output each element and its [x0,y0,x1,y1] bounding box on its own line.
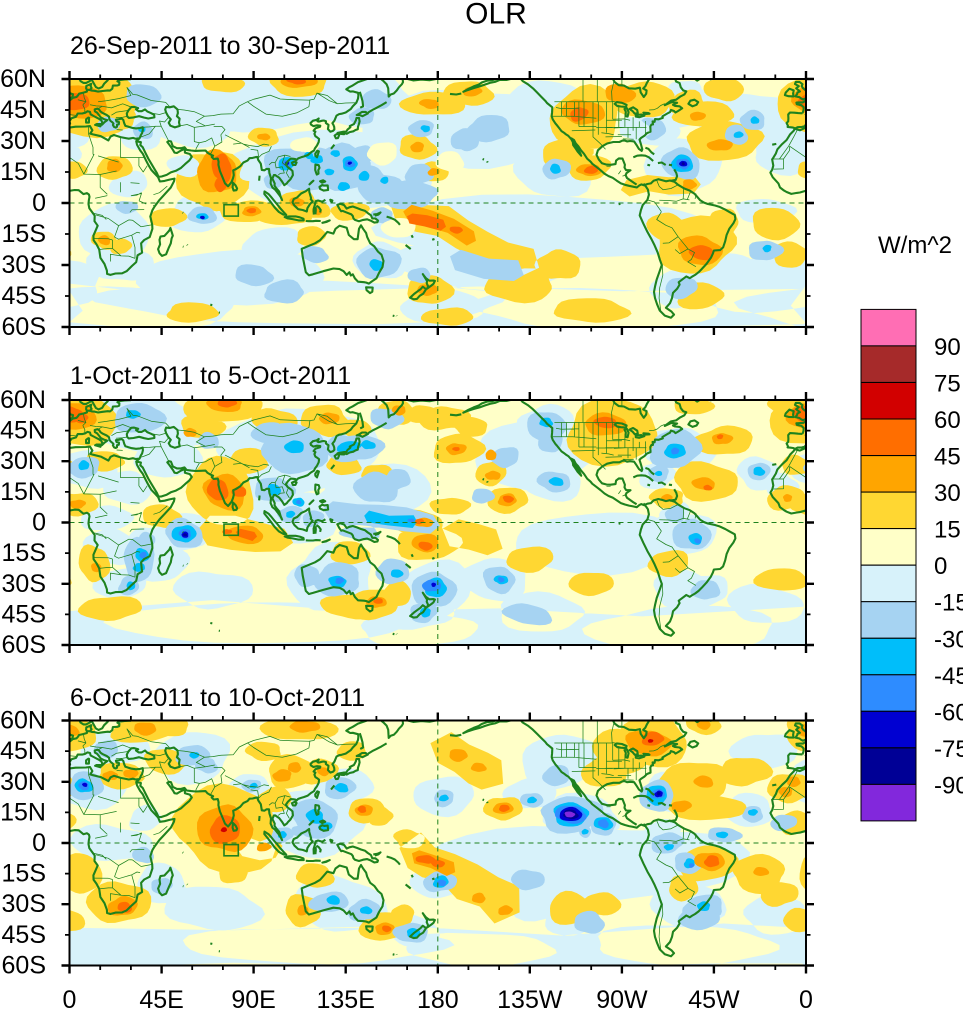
svg-text:60S: 60S [2,631,46,659]
svg-text:15S: 15S [2,860,46,888]
svg-text:90W: 90W [596,986,648,1013]
svg-text:60N: 60N [0,65,46,93]
svg-text:60S: 60S [2,952,46,980]
svg-text:15: 15 [934,517,961,544]
svg-text:60S: 60S [2,313,46,341]
svg-text:135W: 135W [497,986,563,1013]
svg-text:30S: 30S [2,890,46,918]
svg-text:15N: 15N [0,158,46,186]
svg-text:15S: 15S [2,220,46,248]
svg-text:-30: -30 [934,626,963,653]
svg-text:30N: 30N [0,127,46,155]
svg-text:75: 75 [934,371,961,398]
svg-text:45N: 45N [0,96,46,124]
svg-text:135E: 135E [317,986,375,1013]
svg-text:15N: 15N [0,478,46,506]
svg-text:W/m^2: W/m^2 [878,232,952,259]
svg-text:30S: 30S [2,251,46,279]
svg-text:0: 0 [32,829,46,857]
svg-text:90: 90 [934,334,961,361]
svg-text:0: 0 [32,189,46,217]
svg-text:-75: -75 [934,736,963,763]
svg-text:26-Sep-2011 to 30-Sep-2011: 26-Sep-2011 to 30-Sep-2011 [70,32,390,60]
svg-text:0: 0 [63,986,77,1013]
svg-text:-90: -90 [934,772,963,799]
svg-text:30N: 30N [0,768,46,796]
svg-text:6-Oct-2011 to 10-Oct-2011: 6-Oct-2011 to 10-Oct-2011 [70,684,365,712]
svg-text:45W: 45W [688,986,740,1013]
svg-text:-60: -60 [934,699,963,726]
svg-text:45N: 45N [0,737,46,765]
svg-text:30S: 30S [2,570,46,598]
svg-text:45: 45 [934,444,961,471]
svg-text:45S: 45S [2,282,46,310]
svg-text:180: 180 [417,986,459,1013]
svg-text:45S: 45S [2,921,46,949]
svg-text:15N: 15N [0,798,46,826]
svg-text:30: 30 [934,480,961,507]
svg-text:1-Oct-2011 to 5-Oct-2011: 1-Oct-2011 to 5-Oct-2011 [70,362,351,390]
svg-text:45N: 45N [0,417,46,445]
svg-text:60N: 60N [0,707,46,735]
svg-text:30N: 30N [0,447,46,475]
svg-text:45E: 45E [139,986,183,1013]
svg-text:0: 0 [32,509,46,537]
svg-text:0: 0 [799,986,813,1013]
svg-text:OLR: OLR [465,0,527,31]
svg-text:45S: 45S [2,600,46,628]
svg-text:15S: 15S [2,539,46,567]
svg-text:-15: -15 [934,590,963,617]
svg-text:-45: -45 [934,663,963,690]
svg-text:60N: 60N [0,386,46,414]
svg-text:60: 60 [934,407,961,434]
svg-text:0: 0 [934,553,947,580]
svg-text:90E: 90E [231,986,275,1013]
